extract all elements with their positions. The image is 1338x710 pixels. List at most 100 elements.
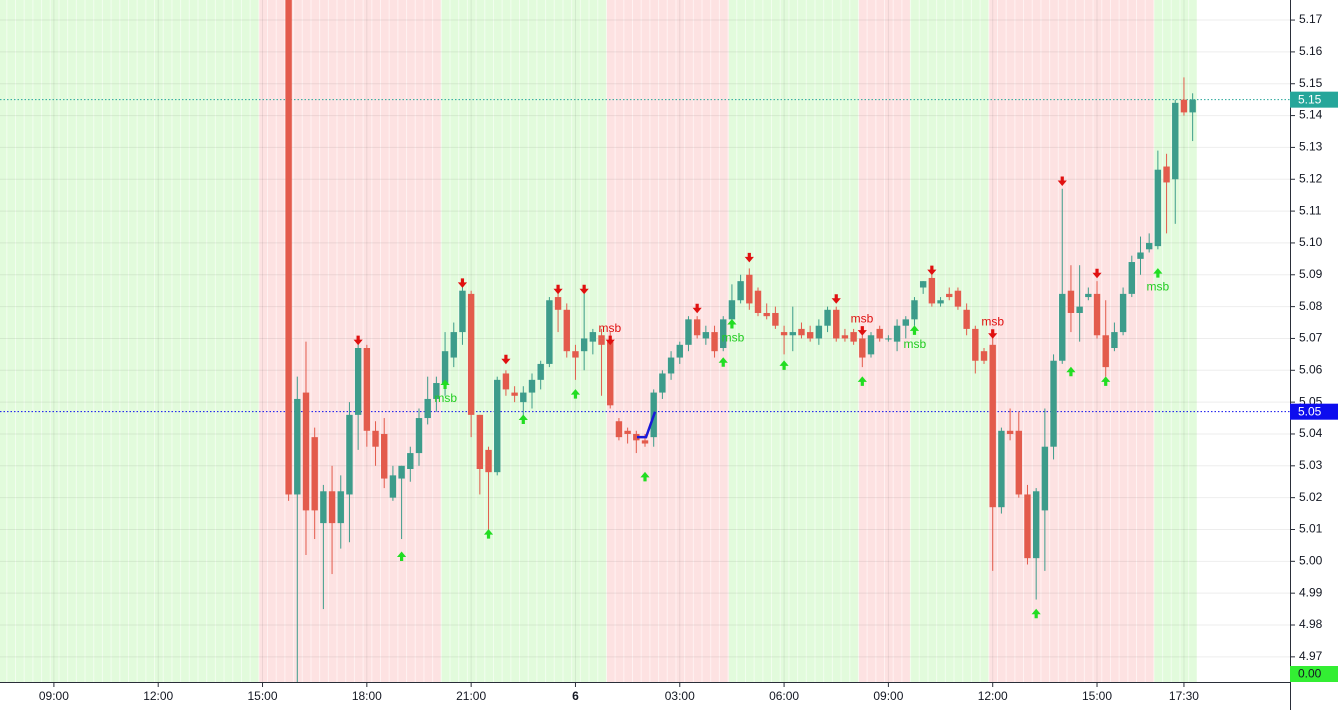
annotation: msb	[851, 312, 874, 326]
candle-body	[537, 363, 544, 380]
candle-body	[1189, 99, 1196, 113]
x-tick-label: 18:00	[352, 689, 382, 703]
candle-body	[398, 465, 405, 479]
x-tick-label: 12:00	[143, 689, 173, 703]
signal-arrow	[579, 284, 589, 295]
candle-body	[702, 332, 710, 339]
y-tick-label: 5.12	[1299, 171, 1323, 185]
candle-body	[546, 300, 553, 364]
candle-body	[667, 357, 675, 374]
candle-body	[1067, 290, 1075, 313]
y-tick-label: 5.14	[1299, 108, 1323, 122]
drawn-line	[637, 411, 657, 439]
candle-body	[407, 453, 414, 469]
signal-arrow	[727, 319, 737, 329]
annotation: msb	[903, 337, 926, 351]
y-tick-label: 5.03	[1299, 458, 1323, 472]
y-tick-label: 5.04	[1299, 426, 1323, 440]
annotation: msb	[1147, 280, 1170, 294]
candle-body	[311, 437, 318, 511]
annotation: msb	[981, 315, 1004, 329]
candle-body	[763, 312, 770, 317]
candle-body	[720, 319, 727, 349]
candle-body	[633, 433, 640, 441]
candle-body	[867, 335, 875, 355]
candle-body	[424, 398, 431, 419]
candle-body	[772, 312, 779, 326]
signal-arrow	[744, 252, 754, 263]
candle-body	[676, 344, 683, 358]
price-label-box	[1290, 403, 1338, 420]
candle-body	[1119, 293, 1127, 333]
candle-body	[607, 341, 614, 406]
signal-arrow	[1031, 608, 1041, 619]
y-tick-label: 5.01	[1299, 522, 1323, 536]
candle-body	[285, 0, 292, 495]
y-tick-label: 5.13	[1299, 140, 1323, 154]
candle-body	[346, 414, 353, 495]
y-tick-label: 5.00	[1299, 554, 1323, 568]
candle-body	[711, 332, 718, 352]
price-lines	[0, 99, 1290, 413]
candle-body	[476, 414, 484, 469]
y-tick-label: 5.08	[1299, 299, 1323, 313]
candle-body	[980, 351, 988, 361]
candle-body	[1145, 242, 1153, 250]
candle-body	[572, 351, 579, 358]
candle-body	[902, 319, 909, 326]
candle-body	[798, 328, 805, 336]
signal-arrow	[779, 360, 789, 370]
x-tick-label: 12:00	[978, 689, 1008, 703]
signal-arrow	[553, 284, 563, 295]
candle-body	[1154, 169, 1162, 247]
y-tick-label: 5.16	[1299, 44, 1323, 58]
y-tick-label: 5.06	[1299, 362, 1323, 376]
candle-body	[919, 281, 927, 288]
y-tick-label: 4.99	[1299, 585, 1323, 599]
candle-body	[1050, 360, 1057, 447]
y-tick-label: 5.11	[1299, 203, 1322, 217]
candle-body	[554, 297, 562, 310]
signal-arrow	[605, 335, 615, 346]
candle-body	[754, 290, 762, 313]
candle-body	[1076, 306, 1083, 313]
candle-body	[511, 392, 518, 396]
candle-body	[850, 332, 857, 342]
candle-body	[659, 373, 666, 393]
candle-body	[911, 300, 918, 320]
candle-body	[937, 300, 944, 304]
candle-body	[337, 491, 344, 524]
signal-arrow	[457, 278, 468, 288]
candle-body	[467, 293, 475, 415]
candle-body	[685, 319, 692, 345]
candle-body	[320, 491, 327, 524]
candle-body	[441, 351, 449, 384]
candle-body	[363, 348, 371, 431]
candle-body	[615, 421, 623, 438]
candle-body	[415, 418, 423, 454]
candle-body	[598, 335, 605, 345]
candle-body	[885, 338, 892, 340]
candle-body	[528, 379, 536, 393]
x-tick-label: 15:00	[1082, 689, 1112, 703]
candle-body	[302, 392, 310, 511]
candle-body	[841, 335, 849, 339]
y-tick-label: 5.17	[1299, 12, 1323, 26]
candle-body	[354, 348, 362, 415]
candle-body	[520, 392, 527, 403]
grid	[0, 0, 1290, 682]
y-tick-label: 5.10	[1299, 235, 1323, 249]
price-label-box	[1290, 91, 1338, 108]
candle-body	[624, 430, 631, 434]
y-tick-label: 4.98	[1299, 617, 1323, 631]
signal-arrow	[1153, 268, 1163, 278]
signal-arrow	[397, 551, 407, 561]
axes: 4.97 4.98 4.99 5.00 5.01 5.02 5.03 5.04 5.05 5.06…	[39, 12, 1338, 703]
signal-arrow	[857, 376, 867, 386]
candle-body	[859, 338, 866, 358]
candle-body	[737, 281, 744, 301]
candle-body	[954, 290, 962, 307]
candle-body	[502, 373, 510, 390]
x-tick-label: 15:00	[248, 689, 278, 703]
